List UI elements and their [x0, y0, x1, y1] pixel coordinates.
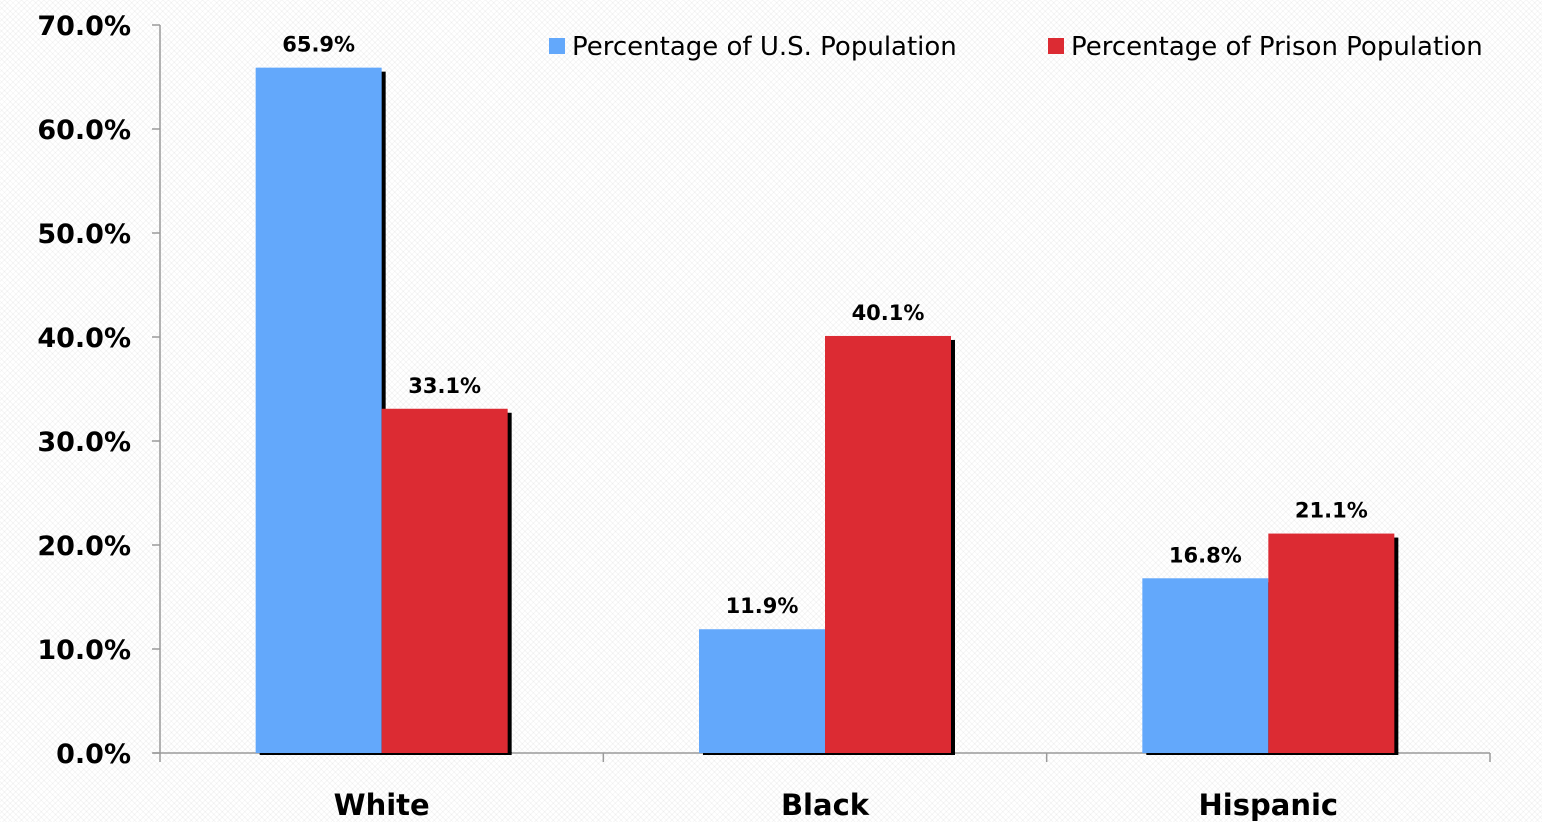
x-category-label-white: White — [334, 788, 430, 822]
data-label-percentage-of-u-s-population-black: 11.9% — [726, 594, 799, 618]
bar-percentage-of-u-s-population-hispanic — [1142, 578, 1269, 753]
x-category-label-black: Black — [781, 788, 870, 822]
y-tick-label: 60.0% — [37, 115, 131, 146]
bar-percentage-of-prison-population-white — [381, 408, 508, 753]
data-label-percentage-of-u-s-population-white: 65.9% — [282, 33, 355, 57]
bar-baseline-shadow — [703, 752, 955, 755]
legend-label-percentage-of-prison-population: Percentage of Prison Population — [1071, 32, 1483, 62]
y-tick-label: 40.0% — [37, 323, 131, 354]
data-label-percentage-of-prison-population-hispanic: 21.1% — [1295, 499, 1368, 523]
data-label-percentage-of-prison-population-black: 40.1% — [852, 301, 925, 325]
legend-label-percentage-of-u-s-population: Percentage of U.S. Population — [572, 32, 957, 62]
bar-baseline-shadow — [1146, 752, 1399, 755]
y-axis-ticks: 0.0% 10.0% 20.0% 30.0% 40.0% 50.0% 60.0% 70.0% — [37, 11, 160, 770]
legend-swatch-percentage-of-prison-population — [1048, 38, 1064, 54]
data-label-percentage-of-u-s-population-hispanic: 16.8% — [1169, 543, 1242, 567]
bar-percentage-of-prison-population-hispanic — [1268, 533, 1395, 753]
y-tick-label: 10.0% — [37, 635, 131, 666]
y-tick-label: 70.0% — [37, 11, 131, 42]
x-axis-ticks: White Black Hispanic — [159, 753, 1491, 822]
bar-percentage-of-u-s-population-white — [255, 67, 382, 753]
legend: Percentage of U.S. Population Percentage … — [549, 32, 1483, 62]
legend-swatch-percentage-of-u-s-population — [549, 38, 565, 54]
y-tick-label: 20.0% — [37, 531, 131, 562]
bar-baseline-shadow — [259, 752, 512, 755]
data-labels-group: 65.9% 33.1% 11.9% 40.1% 16.8% 21.1% — [282, 33, 1368, 619]
data-label-percentage-of-prison-population-white: 33.1% — [408, 374, 481, 398]
bar-percentage-of-u-s-population-black — [699, 629, 825, 753]
y-tick-label: 50.0% — [37, 219, 131, 250]
y-tick-label: 0.0% — [56, 739, 131, 770]
y-tick-label: 30.0% — [37, 427, 131, 458]
bar-percentage-of-prison-population-black — [825, 335, 951, 753]
bars-group — [255, 67, 1399, 755]
x-category-label-hispanic: Hispanic — [1199, 788, 1339, 822]
